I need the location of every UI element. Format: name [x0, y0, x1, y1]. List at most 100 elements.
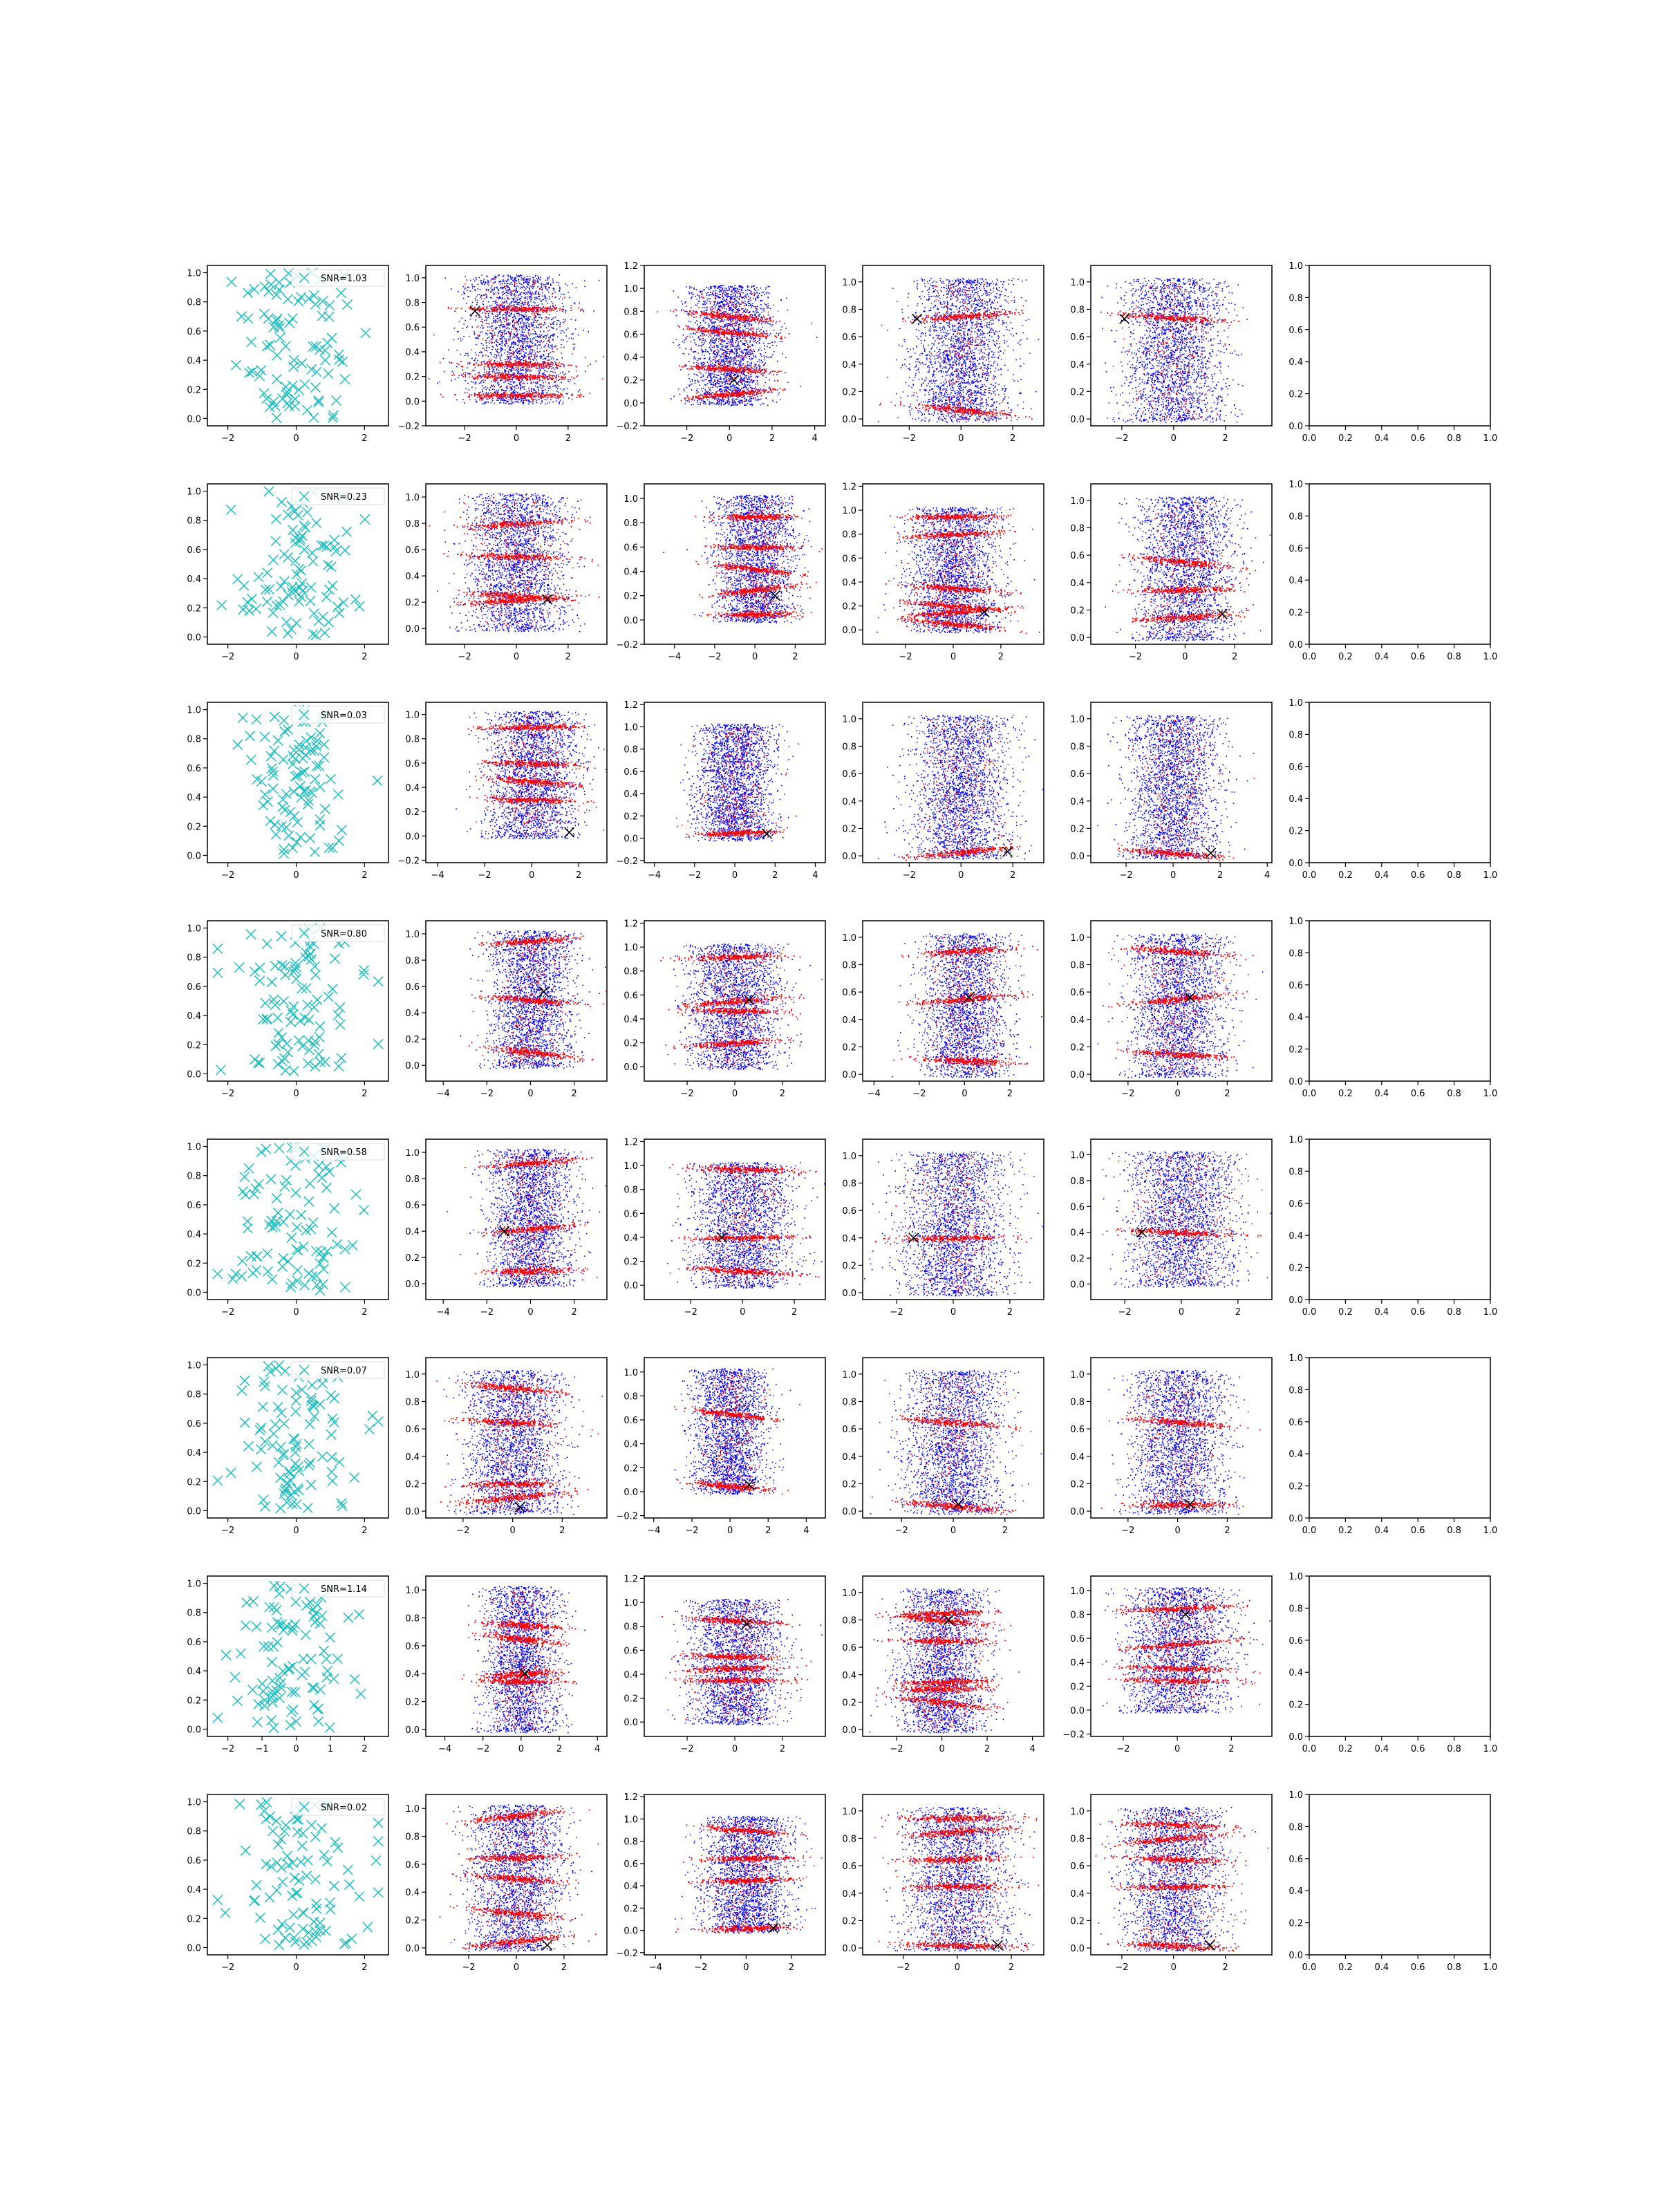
candidate-marker [290, 1873, 299, 1882]
sample-panel-ytick-label: 0.6 [624, 1859, 638, 1870]
sample-points-blue [460, 1149, 606, 1288]
sample-panel-ytick-label: 1.0 [842, 1807, 856, 1817]
candidate-markers [233, 705, 382, 859]
candidate-marker [330, 535, 339, 545]
empty-panel-xtick-label: 0.6 [1411, 1962, 1425, 1973]
sample-panel-ytick-label: 0.8 [1070, 1177, 1085, 1187]
sample-panel-ytick-label: 0.4 [842, 578, 856, 588]
sample-panel-ytick-label: 0.8 [624, 307, 638, 317]
sample-panel-ytick-label: 1.0 [842, 1370, 856, 1380]
empty-panel-ytick-label: 0.6 [1288, 762, 1303, 773]
prediction-marker [515, 1502, 525, 1512]
empty-panel-ytick-label: 0.2 [1288, 1264, 1303, 1274]
candidate-marker [325, 1633, 335, 1642]
candidate-marker [271, 1041, 281, 1051]
candidate-panel-ytick-label: 0.4 [187, 1448, 201, 1459]
candidate-panel-xtick-label: 0 [293, 433, 299, 444]
candidate-marker [276, 931, 286, 941]
candidate-marker [292, 1484, 302, 1494]
candidate-marker [259, 1495, 268, 1505]
candidate-marker [373, 977, 383, 986]
sample-panel-ytick-label: 0.0 [842, 1725, 856, 1736]
candidate-panel-ytick-label: 0.2 [187, 1696, 201, 1706]
sample-points-red [892, 1375, 1023, 1515]
empty-panel-ytick-label: 0.0 [1288, 1514, 1303, 1524]
sample-panel-xtick-label: −2 [688, 870, 701, 881]
sample-panel-xtick-label: 0 [740, 1307, 745, 1318]
sample-points-blue [444, 493, 599, 632]
candidate-marker [261, 1859, 271, 1869]
candidate-marker [310, 383, 320, 393]
candidate-marker [299, 1654, 308, 1664]
empty-panel-xtick-label: 0.0 [1302, 652, 1317, 662]
candidate-marker [281, 970, 290, 980]
sample-panel-ytick-label: 0.6 [1070, 1862, 1085, 1872]
candidate-panel-ytick-label: 0.8 [187, 735, 201, 745]
empty-panel-ytick-label: 0.2 [1288, 390, 1303, 400]
sample-panel-ytick-label: 0.6 [842, 1862, 856, 1872]
candidate-marker [326, 1430, 336, 1440]
sample-panel-ytick-label: 0.2 [1070, 387, 1085, 397]
candidate-panel-xtick-label: 0 [293, 870, 299, 881]
empty-panel-row-7: 0.0 0.2 0.4 0.6 0.8 1.00.00.20.40.60.81.0 [1288, 1790, 1497, 1973]
candidate-panel-ytick-label: 0.2 [187, 1259, 201, 1269]
sample-points-blue [626, 944, 823, 1070]
candidate-marker [252, 604, 261, 614]
candidate-marker [292, 1828, 302, 1837]
sample-panel-ytick-label: 1.0 [1070, 1807, 1085, 1817]
candidate-marker [273, 1839, 283, 1849]
empty-panel-xtick-label: 0.4 [1374, 1089, 1389, 1099]
sample-panel-ytick-label: 0.6 [842, 554, 856, 564]
sample-panel-xtick-label: −2 [895, 1526, 908, 1536]
sample-panel-ytick-label: 0.4 [624, 1233, 638, 1244]
candidate-marker [284, 831, 294, 841]
candidate-marker [263, 568, 272, 578]
candidate-marker [283, 628, 292, 638]
candidate-marker [327, 1228, 337, 1237]
candidate-panel-ytick-label: 1.0 [187, 706, 201, 716]
candidate-marker [314, 616, 324, 626]
candidate-panel-xtick-label: −2 [221, 433, 234, 444]
sample-panel-row-6-col-1: −4 −2 0 2 40.00.20.40.60.81.0 [405, 1576, 607, 1754]
sample-panel-row-5-col-3: −2 0 20.00.20.40.60.81.0 [842, 1358, 1044, 1536]
sample-panel-row-4-col-1: −4 −2 0 20.00.20.40.60.81.0 [405, 1139, 607, 1318]
candidate-marker [274, 1143, 284, 1153]
candidate-marker [309, 1917, 319, 1927]
candidate-marker [315, 729, 325, 738]
candidate-panel-ytick-label: 0.2 [187, 603, 201, 614]
sample-panel-ytick-label: 0.4 [1070, 797, 1085, 807]
candidate-marker [330, 1203, 339, 1213]
sample-panel-ytick-label: 1.2 [624, 919, 638, 929]
sample-panel-xtick-label: 0 [1170, 870, 1176, 881]
candidate-marker [252, 1622, 261, 1631]
empty-panel-frame [1309, 1139, 1490, 1300]
sample-panel-ytick-label: 0.6 [405, 1425, 420, 1435]
sample-panel-ytick-label: 0.6 [842, 769, 856, 780]
sample-panel-ytick-label: 0.2 [405, 1698, 420, 1708]
candidate-marker [241, 1621, 250, 1631]
candidate-marker [270, 1420, 280, 1430]
prediction-marker [565, 827, 574, 837]
candidate-marker [240, 1418, 250, 1427]
sample-panel-xtick-label: 0 [1171, 433, 1177, 444]
empty-panel-frame [1309, 1576, 1490, 1736]
candidate-marker [329, 1674, 339, 1684]
empty-panel-xtick-label: 0.8 [1447, 1962, 1461, 1973]
candidate-marker [315, 815, 325, 825]
candidate-marker [267, 1657, 276, 1667]
candidate-marker [270, 746, 279, 756]
sample-points-blue [643, 1369, 800, 1495]
candidate-marker [290, 538, 300, 548]
sample-panel-xtick-label: 2 [1010, 433, 1015, 444]
sample-panel-ytick-label: 0.0 [405, 1061, 420, 1071]
candidate-marker [259, 1642, 269, 1651]
candidate-marker [324, 1167, 334, 1177]
sample-points-blue [863, 1152, 1056, 1297]
candidate-marker [342, 300, 352, 310]
sample-panel-ytick-label: 0.6 [405, 323, 420, 333]
sample-panel-row-4-col-2: −2 0 20.00.20.40.60.81.01.2 [624, 1137, 837, 1318]
candidate-marker [315, 1057, 325, 1067]
sample-panel-ytick-label: 0.8 [1070, 1610, 1085, 1620]
sample-panel-ytick-label: 0.2 [405, 598, 420, 608]
candidate-marker [309, 1683, 319, 1693]
